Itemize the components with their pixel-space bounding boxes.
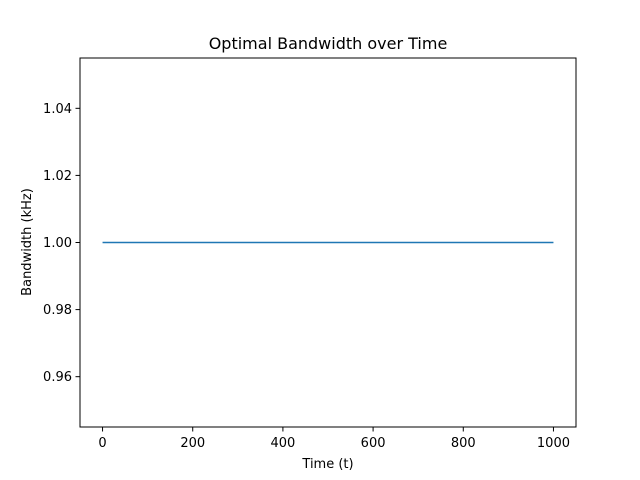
x-axis-label: Time (t)	[301, 457, 353, 472]
chart-title: Optimal Bandwidth over Time	[209, 34, 448, 53]
x-axis: 0 200 400 600 800 1000	[98, 427, 570, 451]
x-tick-label: 800	[451, 436, 476, 451]
y-tick-label: 0.98	[43, 303, 72, 318]
x-tick-label: 200	[180, 436, 205, 451]
x-tick-label: 1000	[537, 436, 570, 451]
plot-area	[79, 57, 577, 428]
y-tick-label: 1.00	[43, 236, 72, 251]
y-tick-label: 1.02	[43, 169, 72, 184]
y-axis-label: Bandwidth (kHz)	[20, 188, 35, 296]
x-tick-label: 0	[98, 436, 106, 451]
x-tick-label: 400	[270, 436, 295, 451]
y-tick-label: 1.04	[43, 102, 72, 117]
y-axis: 0.96 0.98 1.00 1.02 1.04	[43, 102, 80, 385]
y-tick-label: 0.96	[43, 370, 72, 385]
x-tick-label: 600	[361, 436, 386, 451]
